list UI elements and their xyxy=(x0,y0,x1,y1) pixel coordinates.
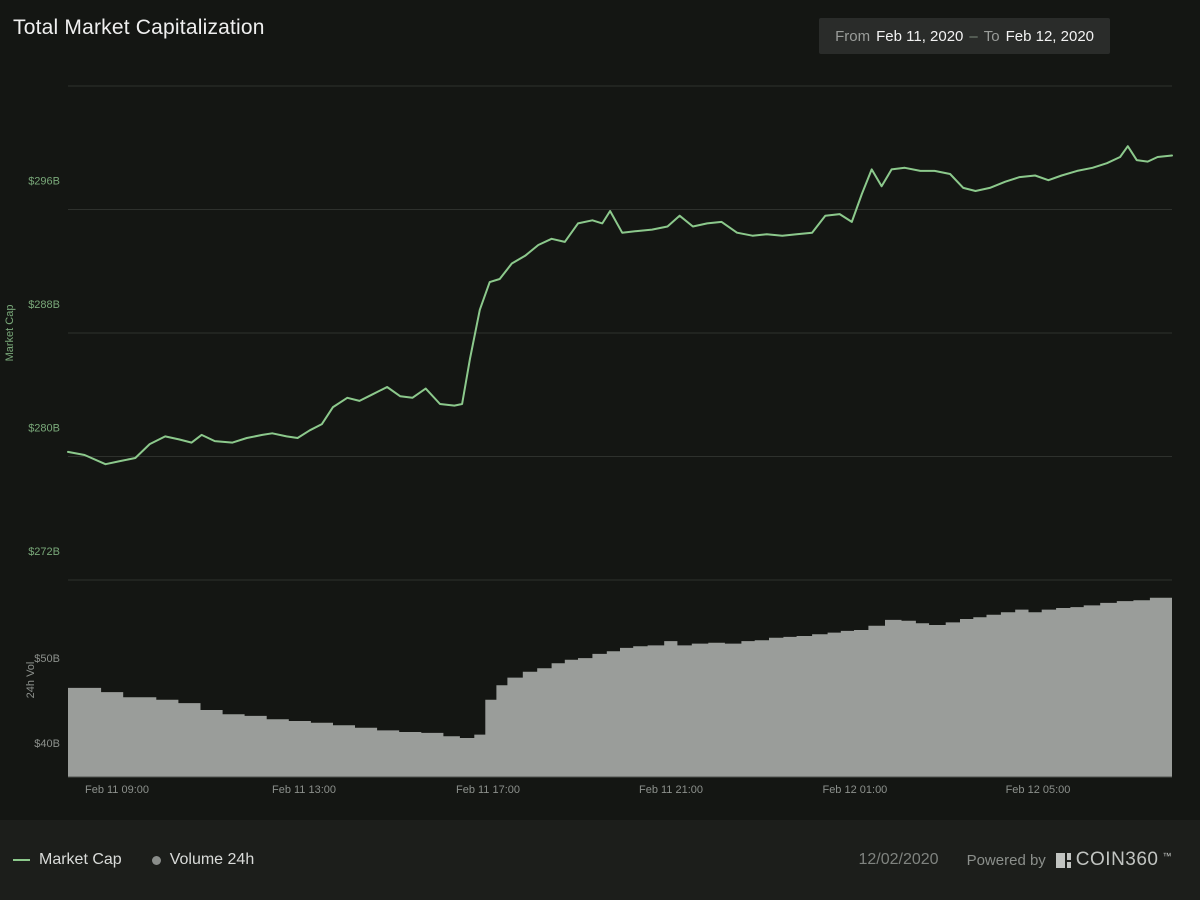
chart-canvas[interactable]: $296B $288B $280B $272B $50B $40B Market Cap 24… xyxy=(0,0,1200,820)
x-tick-label: Feb 11 09:00 xyxy=(85,784,149,796)
legend-item-market-cap[interactable]: Market Cap xyxy=(13,851,122,869)
footer-bar: Market Cap Volume 24h 12/02/2020 Powered… xyxy=(0,820,1200,900)
dot-marker-icon xyxy=(151,855,161,865)
x-tick-label: Feb 12 01:00 xyxy=(822,784,887,796)
y-tick-market-cap: $296B xyxy=(28,175,60,187)
y-tick-volume: $50B xyxy=(34,653,60,665)
footer-meta: 12/02/2020 Powered by COIN360 ™ xyxy=(859,849,1173,871)
x-tick-label: Feb 12 05:00 xyxy=(1006,784,1071,796)
coin360-mark-icon xyxy=(1055,852,1071,868)
x-tick-label: Feb 11 13:00 xyxy=(272,784,336,796)
x-tick-label: Feb 11 21:00 xyxy=(639,784,703,796)
powered-by-label: Powered by xyxy=(966,851,1046,869)
date-range-picker[interactable]: From Feb 11, 2020 – To Feb 12, 2020 xyxy=(819,18,1110,54)
y-axis-title-market-cap: Market Cap xyxy=(4,305,16,362)
footer-date: 12/02/2020 xyxy=(858,851,939,868)
page-title: Total Market Capitalization xyxy=(13,16,265,39)
y-tick-market-cap: $288B xyxy=(28,299,60,311)
legend-label-volume: Volume 24h xyxy=(169,851,255,868)
line-marker-icon xyxy=(13,859,30,861)
date-from-label: From xyxy=(835,27,871,45)
y-tick-market-cap: $280B xyxy=(28,422,60,434)
date-range-separator: – xyxy=(969,27,978,45)
date-from-value: Feb 11, 2020 xyxy=(876,27,964,45)
legend-item-volume[interactable]: Volume 24h xyxy=(151,851,255,869)
y-tick-market-cap: $272B xyxy=(28,546,60,558)
powered-by: Powered by COIN360 ™ xyxy=(967,849,1172,871)
x-tick-label: Feb 11 17:00 xyxy=(456,784,520,796)
legend-label-market-cap: Market Cap xyxy=(39,851,122,868)
date-to-value: Feb 12, 2020 xyxy=(1005,27,1094,45)
coin360-logo[interactable]: COIN360 ™ xyxy=(1055,849,1172,871)
volume-area xyxy=(68,596,1172,777)
date-to-label: To xyxy=(983,27,1000,45)
brand-trademark: ™ xyxy=(1162,851,1172,861)
brand-name: COIN360 xyxy=(1075,849,1159,870)
market-cap-line xyxy=(67,145,1173,466)
y-axis-title-volume: 24h Vol xyxy=(25,662,37,699)
chart-legend: Market Cap Volume 24h xyxy=(13,851,254,869)
y-tick-volume: $40B xyxy=(34,738,60,750)
